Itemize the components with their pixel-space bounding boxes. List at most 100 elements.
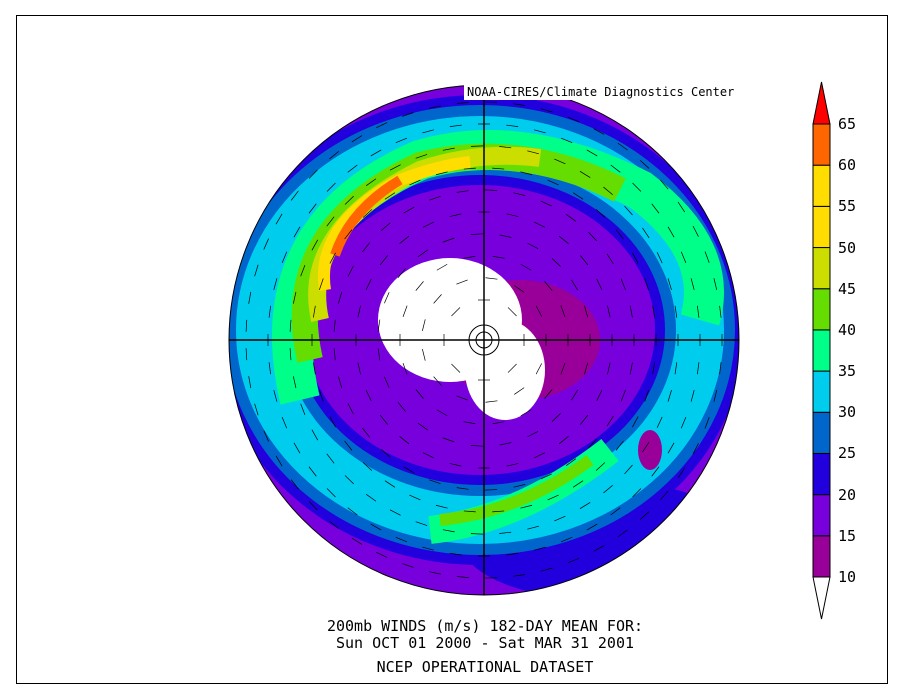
colorbar-label: 35 (838, 362, 857, 381)
wind-vector (333, 319, 336, 332)
wind-vector (401, 563, 414, 568)
wind-vector (344, 195, 354, 205)
wind-vector (595, 462, 606, 471)
wind-vector (442, 147, 455, 151)
wind-vector (347, 164, 358, 173)
wind-vector (463, 167, 476, 170)
wind-vector (651, 203, 660, 214)
wind-vector (470, 233, 483, 236)
wind-vector (680, 251, 687, 264)
wind-vector (397, 268, 406, 278)
wind-vector (456, 102, 469, 104)
wind-vector (366, 178, 377, 186)
wind-vector (329, 520, 339, 529)
wind-vector (456, 190, 469, 193)
colorbar-label: 45 (838, 279, 857, 298)
wind-vector (580, 414, 589, 425)
wind-vector (719, 305, 722, 318)
wind-vector (667, 226, 675, 238)
wind-vector (381, 449, 391, 458)
wind-vector (456, 487, 469, 490)
colorbar-segment (812, 494, 831, 537)
wind-vector (610, 507, 621, 516)
wind-vector (565, 458, 577, 466)
wind-vector (370, 149, 382, 157)
wind-vector (376, 551, 388, 558)
wind-vector (674, 362, 678, 375)
wind-vector (245, 319, 248, 332)
wind-vector (527, 150, 539, 155)
wind-vector (697, 362, 700, 375)
wind-vector (535, 305, 542, 317)
wind-vector (308, 203, 317, 214)
wind-vector (560, 305, 566, 318)
wind-vector (499, 234, 512, 238)
wind-vector (632, 252, 639, 264)
wind-vector (308, 501, 318, 511)
wind-vector (429, 195, 441, 201)
wind-vector (506, 463, 519, 467)
colorbar-segment (812, 164, 831, 207)
colorbar-segment (812, 452, 831, 496)
wind-vector (639, 160, 650, 169)
colorbar-segment (812, 535, 831, 578)
wind-vector (520, 171, 533, 176)
caption-line-3: NCEP OPERATIONAL DATASET (376, 658, 594, 676)
wind-vector (333, 348, 336, 361)
wind-vector (677, 201, 686, 213)
wind-vector (534, 546, 546, 551)
wind-vector (281, 416, 288, 429)
wind-vector (254, 264, 259, 277)
wind-vector (415, 154, 428, 159)
wind-vector (449, 463, 462, 467)
wind-vector (347, 507, 358, 516)
wind-vector (644, 390, 649, 402)
wind-vector (456, 279, 468, 285)
wind-vector (402, 362, 408, 375)
wind-vector (433, 376, 442, 386)
wind-vector (311, 429, 319, 441)
caption-line-2: Sun OCT 01 2000 - Sat MAR 31 2001 (335, 634, 634, 652)
wind-vector (540, 108, 553, 113)
wind-vector (580, 255, 589, 266)
wind-vector (248, 291, 252, 304)
wind-vector (292, 376, 297, 389)
wind-vector (624, 464, 633, 475)
colorbar-label: 40 (838, 320, 857, 339)
wind-vector (422, 221, 435, 228)
wind-vector (417, 422, 428, 431)
wind-vector (451, 363, 461, 373)
wind-vector (268, 362, 271, 375)
wind-vector (326, 453, 335, 464)
wind-vector (429, 479, 441, 485)
wind-vector (381, 222, 391, 231)
wind-vector (456, 395, 468, 401)
wind-vector (313, 362, 316, 375)
wind-vector (704, 417, 710, 429)
wind-vector (540, 567, 553, 572)
wind-vector (629, 362, 633, 375)
wind-vector (326, 488, 336, 498)
wind-vector (506, 213, 519, 217)
wind-vector (544, 389, 553, 399)
wind-vector (667, 442, 675, 454)
wind-vector (422, 546, 434, 551)
colorbar-segment (812, 205, 831, 249)
wind-vector (456, 576, 469, 578)
wind-vector (572, 192, 584, 200)
wind-vector (603, 186, 613, 195)
wind-vector (617, 142, 628, 151)
wind-vector (362, 462, 373, 471)
wind-vector (463, 421, 476, 425)
wind-vector (617, 529, 628, 538)
wind-vector (565, 214, 577, 222)
wind-vector (629, 305, 633, 318)
wind-vector (533, 221, 546, 228)
wind-vector (436, 263, 448, 271)
wind-vector (308, 466, 317, 477)
wind-vector (362, 242, 371, 253)
wind-vector (402, 305, 408, 318)
wind-vector (533, 452, 546, 459)
wind-vector (449, 213, 462, 217)
